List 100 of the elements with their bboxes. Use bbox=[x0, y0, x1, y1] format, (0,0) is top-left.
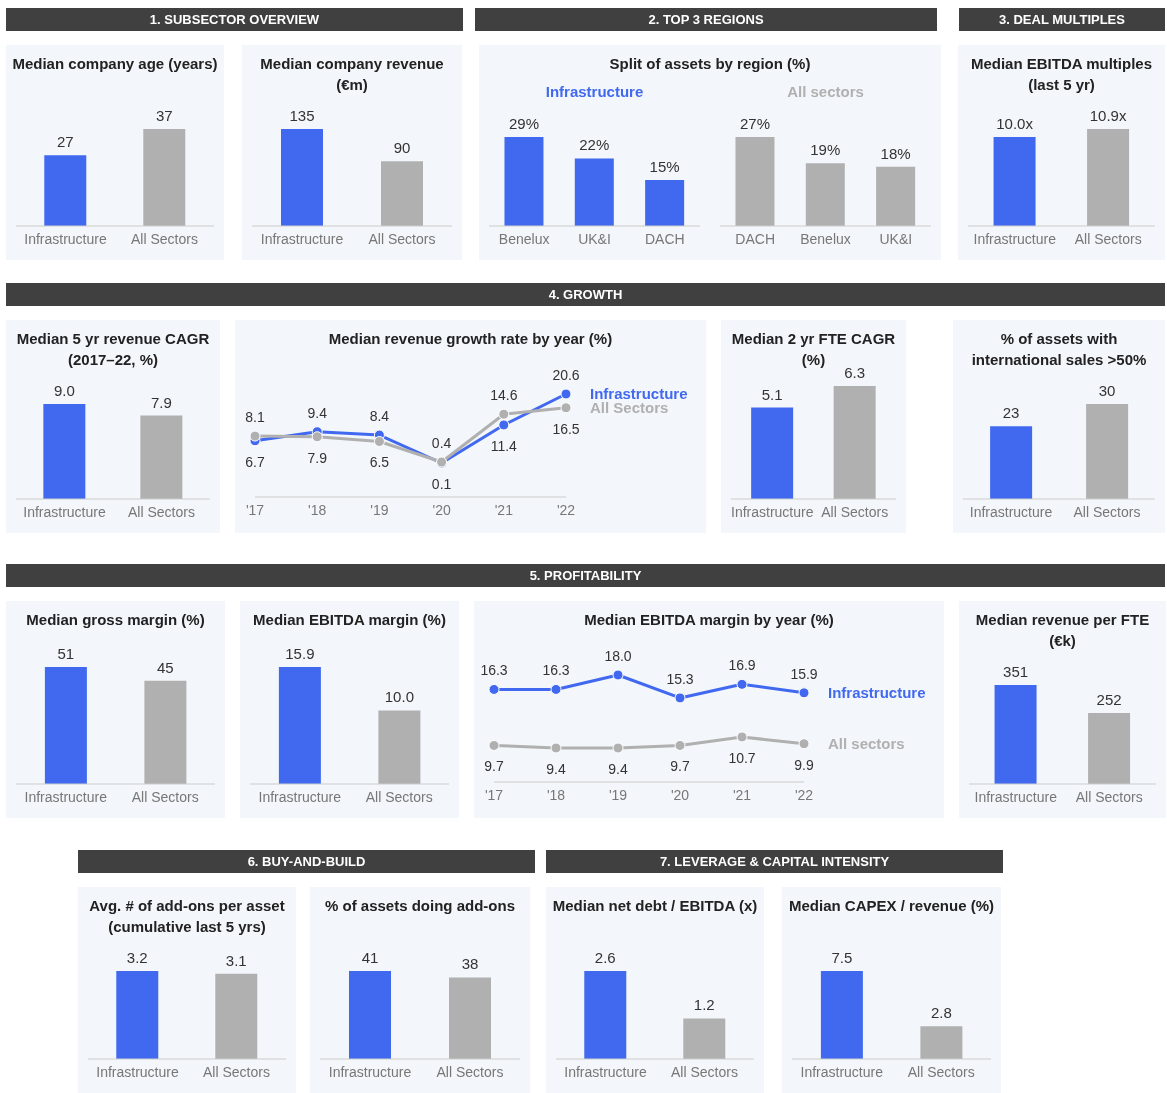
chart-title: Median EBITDA margin (%) bbox=[252, 610, 447, 630]
data-label: 30 bbox=[1098, 382, 1116, 399]
chart-title: Median EBITDA margin by year (%) bbox=[583, 610, 835, 630]
data-label: 9.4 bbox=[608, 761, 628, 777]
x-tick-label: All Sectors bbox=[368, 230, 436, 247]
x-tick-label: All Sectors bbox=[365, 788, 433, 805]
text: 6. BUY-AND-BUILD bbox=[78, 850, 535, 873]
data-label: 5.1 bbox=[761, 385, 783, 403]
data-label: 16.9 bbox=[728, 657, 756, 674]
x-tick-label: All Sectors bbox=[1073, 503, 1141, 520]
text: 1. SUBSECTOR OVERVIEW bbox=[6, 8, 463, 31]
chart-title: Avg. # of add-ons per asset (cumulative last 5 yrs) bbox=[88, 896, 286, 937]
data-label: 41 bbox=[361, 949, 379, 966]
point bbox=[612, 742, 624, 754]
x-tick-label: DACH bbox=[735, 230, 775, 247]
x-tick-label: Infrastructure bbox=[974, 788, 1058, 805]
data-label: 1.2 bbox=[693, 996, 715, 1014]
x-tick-label: '17 bbox=[245, 501, 265, 518]
point bbox=[498, 419, 510, 431]
chart-title: Median CAPEX / revenue (%) bbox=[787, 896, 996, 916]
chart-title: Median company revenue (€m) bbox=[259, 54, 445, 95]
x-tick-label: Infrastructure bbox=[258, 788, 342, 805]
point bbox=[249, 430, 261, 442]
chart-title: % of assets doing add-ons bbox=[324, 896, 516, 916]
data-label: 9.7 bbox=[484, 758, 504, 775]
x-tick-label: '18 bbox=[308, 501, 327, 518]
data-label: 0.1 bbox=[431, 476, 452, 492]
data-label: 135 bbox=[289, 107, 315, 124]
data-label: 3.1 bbox=[225, 951, 247, 969]
x-tick-label: Infrastructure bbox=[731, 503, 814, 520]
point bbox=[736, 678, 748, 690]
chart-title: Median 5 yr revenue CAGR (2017–22, %) bbox=[15, 329, 211, 370]
x-tick-label: '19 bbox=[608, 786, 628, 803]
x-tick-label: Infrastructure bbox=[260, 230, 344, 247]
data-label: 9.4 bbox=[307, 404, 328, 421]
data-label: 15% bbox=[649, 157, 680, 175]
x-tick-label: Infrastructure bbox=[328, 1063, 412, 1080]
data-label: 38 bbox=[461, 955, 479, 973]
text: 5. PROFITABILITY bbox=[6, 564, 1165, 587]
point bbox=[560, 402, 572, 414]
series-label: All sectors bbox=[828, 734, 905, 752]
data-label: 9.4 bbox=[546, 761, 566, 777]
point bbox=[674, 692, 686, 704]
data-label: 7.9 bbox=[307, 449, 328, 466]
data-label: 7.9 bbox=[150, 393, 172, 411]
x-tick-label: '19 bbox=[370, 501, 389, 518]
x-tick-label: UK&I bbox=[578, 230, 611, 247]
point bbox=[550, 742, 562, 754]
x-tick-label: Benelux bbox=[800, 230, 851, 247]
data-label: 10.7 bbox=[728, 749, 756, 766]
point bbox=[736, 731, 748, 743]
chart-title: Split of assets by region (%) bbox=[608, 54, 812, 74]
data-label: 27% bbox=[739, 115, 770, 132]
chart-title: Median net debt / EBITDA (x) bbox=[551, 896, 759, 916]
data-label: 3.2 bbox=[126, 949, 148, 966]
x-tick-label: Benelux bbox=[498, 230, 550, 247]
chart-title: Median revenue growth rate by year (%) bbox=[327, 329, 614, 349]
point bbox=[612, 669, 624, 681]
x-tick-label: '22 bbox=[794, 786, 814, 803]
data-label: 22% bbox=[579, 136, 610, 154]
text: All sectors bbox=[787, 83, 864, 100]
data-label: 19% bbox=[810, 141, 841, 159]
text: 7. LEVERAGE & CAPITAL INTENSITY bbox=[546, 850, 1003, 873]
data-label: 51 bbox=[57, 645, 75, 662]
data-label: 10.0 bbox=[384, 688, 414, 706]
x-tick-label: UK&I bbox=[879, 230, 913, 247]
x-tick-label: Infrastructure bbox=[23, 503, 106, 520]
data-label: 351 bbox=[1003, 663, 1029, 680]
point bbox=[488, 683, 500, 695]
point bbox=[498, 408, 510, 420]
data-label: 252 bbox=[1096, 690, 1122, 708]
data-label: 15.3 bbox=[666, 670, 694, 687]
x-tick-label: All Sectors bbox=[128, 503, 195, 520]
point bbox=[798, 738, 810, 750]
x-tick-label: Infrastructure bbox=[969, 503, 1053, 520]
data-label: 14.6 bbox=[490, 387, 518, 404]
x-tick-label: '17 bbox=[484, 786, 504, 803]
data-label: 8.1 bbox=[245, 409, 265, 426]
x-tick-label: All Sectors bbox=[203, 1063, 270, 1080]
data-label: 11.4 bbox=[490, 437, 518, 454]
text: 4. GROWTH bbox=[6, 283, 1165, 306]
point bbox=[373, 435, 385, 447]
data-label: 7.5 bbox=[831, 949, 853, 966]
data-label: 16.3 bbox=[480, 662, 508, 679]
data-label: 16.3 bbox=[542, 662, 570, 679]
data-label: 23 bbox=[1002, 404, 1020, 422]
chart-title: Median revenue per FTE (€k) bbox=[974, 610, 1151, 651]
x-tick-label: Infrastructure bbox=[564, 1063, 647, 1080]
x-tick-label: '22 bbox=[556, 501, 576, 518]
data-label: 2.8 bbox=[930, 1004, 952, 1022]
x-tick-label: All Sectors bbox=[436, 1063, 504, 1080]
text: Infrastructure bbox=[545, 83, 644, 100]
x-tick-label: All Sectors bbox=[821, 503, 889, 520]
data-label: 37 bbox=[155, 107, 173, 124]
chart-title: Median company age (years) bbox=[11, 54, 219, 74]
x-tick-label: '20 bbox=[432, 501, 451, 518]
data-label: 2.6 bbox=[594, 949, 616, 966]
x-tick-label: All Sectors bbox=[671, 1063, 738, 1080]
point bbox=[550, 683, 562, 695]
data-label: 29% bbox=[508, 115, 539, 132]
